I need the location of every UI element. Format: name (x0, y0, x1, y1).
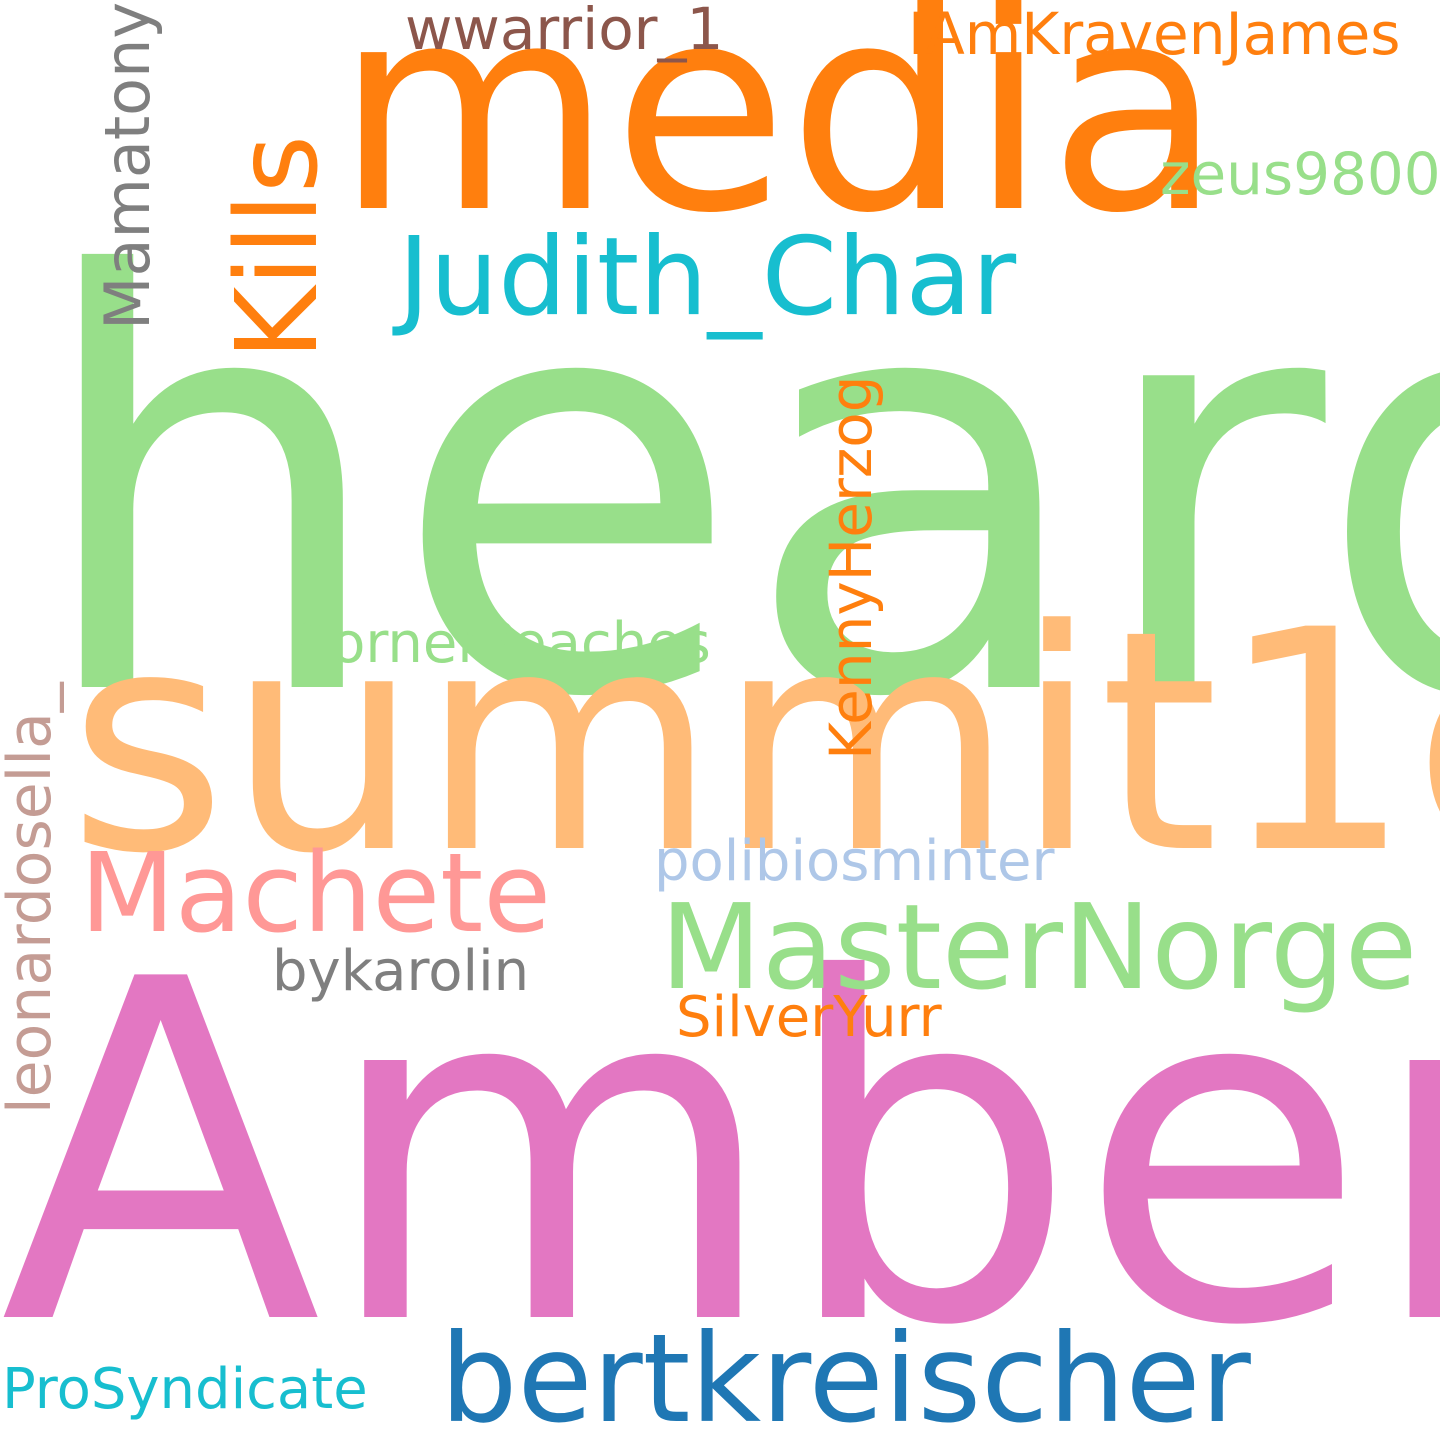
word-machete: Machete (80, 829, 551, 957)
word-mamatony3: Mamatony3 (91, 0, 164, 330)
word-kennyherzog: KennyHerzog (817, 375, 885, 760)
word-bertkreischer: bertkreischer (440, 1308, 1251, 1440)
word-iamkravenjames: IAmKravenJames (908, 0, 1401, 68)
word-cornerpeaches: CornerPeaches (292, 611, 711, 676)
word-polibiosminter: polibiosminter (654, 829, 1055, 894)
word-zeus9800: zeus9800 (1160, 140, 1440, 208)
word-prosyndicate: ProSyndicate (2, 1357, 368, 1422)
word-media: media (335, 0, 1223, 276)
word-masternorge: MasterNorge (660, 878, 1418, 1016)
word-leonardosella: leonardosella_ (0, 682, 65, 1114)
word-summit1g: summit1g (68, 565, 1440, 920)
word-silveryurr: SilverYurr (676, 985, 942, 1050)
word-judith-char: Judith_Char (398, 215, 1017, 340)
word-kills: Kills (213, 134, 343, 360)
word-bykarolin: bykarolin (272, 939, 530, 1004)
word-amber: Amber (0, 881, 1440, 1428)
word-wwarrior-1: wwarrior_1 (405, 0, 724, 63)
word-heard: heard (30, 159, 1440, 822)
